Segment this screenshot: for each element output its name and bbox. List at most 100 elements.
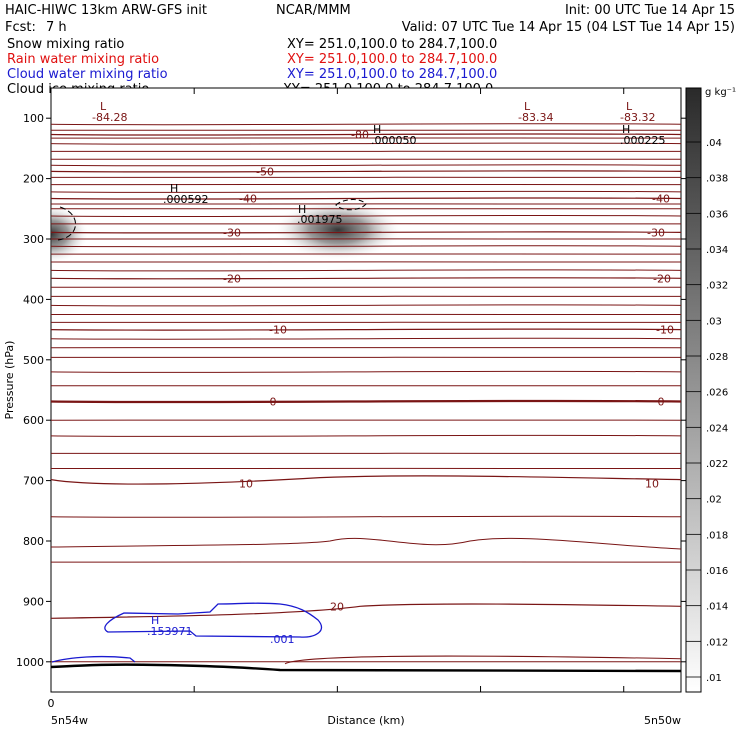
high-marker-cloudwater: H <box>151 614 159 627</box>
isotherm-label: 0 <box>270 396 277 409</box>
y-tick-label: 700 <box>23 475 44 488</box>
isotherm-label: 20 <box>330 600 344 613</box>
header: HAIC-HIWC 13km ARW-GFS init NCAR/MMM Ini… <box>5 3 735 35</box>
isotherm-line <box>51 208 681 210</box>
isotherm-line <box>51 346 681 349</box>
field-xy-rain: XY= 251.0,100.0 to 284.7,100.0 <box>287 52 497 67</box>
isotherm-line <box>51 385 681 387</box>
high-value-cloudwater: .153971 <box>147 625 193 638</box>
isotherm-label: -30 <box>647 226 665 239</box>
isotherm--80 <box>51 133 681 136</box>
colorbar-tick-label: .032 <box>706 281 728 292</box>
isotherm-line <box>51 304 681 307</box>
colorbar-tick-label: .018 <box>706 530 728 541</box>
low-value-mid: -83.34 <box>518 111 553 124</box>
colorbar-tick-label: .03 <box>706 316 722 327</box>
isotherm-label: -40 <box>652 193 670 206</box>
low-marker-mid: L <box>524 100 531 113</box>
isotherm-line <box>51 238 681 240</box>
isotherm--30 <box>51 231 681 234</box>
high-value-mid-left: .000592 <box>163 193 209 206</box>
y-tick-label: 300 <box>23 233 44 246</box>
y-tick-label: 500 <box>23 354 44 367</box>
y-tick-label: 900 <box>23 595 44 608</box>
isotherm-label: -10 <box>656 324 674 337</box>
isotherm-line <box>51 223 681 225</box>
y-axis-label: Pressure (hPa) <box>3 341 16 420</box>
isotherm-line <box>51 419 681 421</box>
high-marker-upper-right: H <box>622 123 630 136</box>
x-start-label: 5n54w <box>51 714 88 727</box>
isotherm-line <box>51 245 681 248</box>
isotherm-label: -20 <box>653 272 671 285</box>
isotherm-0 <box>51 399 681 404</box>
colorbar-tick-label: .01 <box>706 673 722 684</box>
colorbar-tick-label: .036 <box>706 209 728 220</box>
isotherm-line <box>51 370 681 373</box>
isotherm-line <box>51 269 681 272</box>
colorbar-tick-label: .034 <box>706 245 728 256</box>
labeled-isotherms <box>51 133 681 619</box>
model-title: HAIC-HIWC 13km ARW-GFS init <box>5 3 207 18</box>
x-axis-label: Distance (km) <box>327 714 404 727</box>
isotherm-lines <box>51 123 681 665</box>
isotherm-line <box>51 123 681 126</box>
isotherm-line <box>51 286 681 289</box>
high-value-mid: .001975 <box>297 213 343 226</box>
high-value-upper-mid: .000050 <box>371 134 417 147</box>
y-tick-label: 1000 <box>16 656 44 669</box>
cloud-water-contour-surface <box>51 655 136 663</box>
init-time: Init: 00 UTC Tue 14 Apr 15 <box>565 3 735 18</box>
field-xy-snow: XY= 251.0,100.0 to 284.7,100.0 <box>287 37 497 52</box>
isotherm-label: 10 <box>239 478 253 491</box>
cloud-ice-contour-left <box>57 206 76 241</box>
isotherm-label: 10 <box>645 478 659 491</box>
y-tick-label: 800 <box>23 535 44 548</box>
isotherm-line <box>51 261 681 263</box>
isotherm-line <box>51 661 681 663</box>
isotherm-line <box>51 515 681 518</box>
isotherm-label: 0 <box>658 396 665 409</box>
high-value-upper-right: .000225 <box>620 134 666 147</box>
colorbar-tick-label: .02 <box>706 495 722 506</box>
colorbar: g kg⁻¹ .01 .012 .014 .016 .018 .02 .022 .024 .02… <box>685 87 736 693</box>
extrema-markers: L -84.28 L -83.34 L -83.32 H .000050 H .… <box>92 100 666 646</box>
field-title-rain: Rain water mixing ratio <box>7 52 159 67</box>
isotherm-line <box>51 295 681 298</box>
isotherm-label: -50 <box>256 165 274 178</box>
y-tick-label: 600 <box>23 414 44 427</box>
isotherm-line <box>51 190 681 193</box>
colorbar-tick-label: .022 <box>706 459 728 470</box>
isotherm-line <box>51 150 681 153</box>
high-marker-upper-mid: H <box>373 123 381 136</box>
isotherm-line <box>284 655 681 665</box>
isotherm-line <box>51 137 681 139</box>
snow-shading-main <box>273 200 403 260</box>
high-marker-mid-left: H <box>170 182 178 195</box>
isotherm-line <box>51 537 681 550</box>
isotherm-line <box>51 176 681 179</box>
colorbar-gradient <box>685 87 702 693</box>
y-tick-label: 200 <box>23 173 44 186</box>
isotherm-line <box>51 356 681 359</box>
colorbar-tick-label: .038 <box>706 174 728 185</box>
x-end-label: 5n50w <box>644 714 681 727</box>
isotherm-line <box>51 183 681 186</box>
isotherm-label: -40 <box>239 193 257 206</box>
isotherm-line <box>51 452 681 455</box>
isotherm-line <box>51 467 681 470</box>
org-title: NCAR/MMM <box>276 3 351 18</box>
y-tick-label: 400 <box>23 293 44 306</box>
isotherm-line <box>51 203 681 205</box>
colorbar-tick-label: .04 <box>706 138 722 149</box>
field-xy-cloudwater: XY= 251.0,100.0 to 284.7,100.0 <box>287 67 497 82</box>
colorbar-tick-label: .016 <box>706 566 728 577</box>
terrain-line <box>51 663 681 673</box>
snow-shading-left <box>51 204 89 264</box>
field-title-cloudwater: Cloud water mixing ratio <box>7 67 168 82</box>
isotherm-label: -20 <box>223 272 241 285</box>
colorbar-tick-label: .024 <box>706 423 728 434</box>
isotherm-line <box>51 313 681 316</box>
field-title-snow: Snow mixing ratio <box>7 37 124 52</box>
